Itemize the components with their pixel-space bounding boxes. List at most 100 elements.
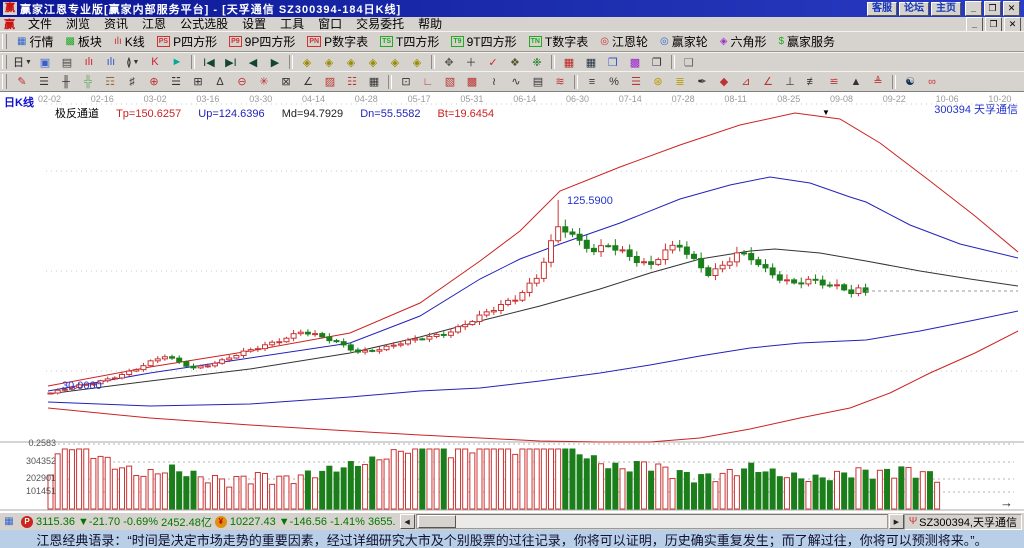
draw-peak-icon[interactable]: ▲ — [845, 73, 867, 91]
bar-chart-blue-icon[interactable]: ılı — [100, 53, 122, 71]
menu-item-4[interactable]: 江恩 — [142, 17, 167, 31]
titlebar-link-2[interactable]: 论坛 — [899, 1, 929, 16]
notes-icon[interactable]: ❒ — [602, 53, 624, 71]
period-day-button[interactable]: 日 ▼ — [11, 53, 34, 71]
restore-button[interactable]: ❐ — [984, 1, 1001, 16]
kline-button[interactable]: ılı K线 — [108, 31, 151, 52]
titlebar-link-3[interactable]: 主页 — [931, 1, 961, 16]
draw-grid-icon[interactable]: ╫ — [55, 73, 77, 91]
infinity-icon[interactable]: ∞ — [921, 73, 943, 91]
draw-percent-lines-icon[interactable]: ☰ — [625, 73, 647, 91]
draw-circle-icon[interactable]: ⊕ — [143, 73, 165, 91]
draw-shade2-icon[interactable]: ▩ — [461, 73, 483, 91]
zoom-tool-2-icon[interactable]: ◈ — [318, 53, 340, 71]
star-tool-icon[interactable]: ❉ — [526, 53, 548, 71]
menu-item-8[interactable]: 窗口 — [318, 17, 343, 31]
gann-wheel-button[interactable]: ◎ 江恩轮 — [594, 31, 654, 52]
scroll-right-hint[interactable]: → — [1000, 495, 1013, 510]
pattern-tool-icon[interactable]: ❖ — [504, 53, 526, 71]
zoom-tool-1-icon[interactable]: ◈ — [296, 53, 318, 71]
menu-item-1[interactable]: 文件 — [28, 17, 53, 31]
hexagon-button[interactable]: ◈ 六角形 — [714, 31, 773, 52]
menu-item-10[interactable]: 帮助 — [418, 17, 443, 31]
next-page-icon[interactable]: ▶ — [264, 53, 286, 71]
draw-channel-icon[interactable]: ≢ — [801, 73, 823, 91]
minimize-button[interactable]: _ — [965, 1, 982, 16]
menu-item-6[interactable]: 设置 — [242, 17, 267, 31]
draw-mesh-icon[interactable]: ▦ — [363, 73, 385, 91]
9t-square-button[interactable]: T9 9T四方形 — [445, 31, 522, 52]
draw-square-icon[interactable]: ⊞ — [187, 73, 209, 91]
draw-hash-icon[interactable]: ♯ — [121, 73, 143, 91]
draw-gold-levels-icon[interactable]: ≣ — [669, 73, 691, 91]
draw-perp-icon[interactable]: ⊥ — [779, 73, 801, 91]
taichi-icon[interactable]: ☯ — [899, 73, 921, 91]
draw-angle-icon[interactable]: ∠ — [297, 73, 319, 91]
draw-bands-icon[interactable]: ☱ — [165, 73, 187, 91]
draw-gann-angle-icon[interactable]: ∠ — [757, 73, 779, 91]
titlebar-link-1[interactable]: 客服 — [867, 1, 897, 16]
crosshair-tool-icon[interactable]: ＋ — [460, 53, 482, 71]
check-tool-icon[interactable]: ✓ — [482, 53, 504, 71]
zoom-tool-6-icon[interactable]: ◈ — [406, 53, 428, 71]
candle-width-button[interactable]: ≬ ▼ — [122, 53, 144, 71]
draw-frame-icon[interactable]: ⊡ — [395, 73, 417, 91]
draw-box-icon[interactable]: ⊠ — [275, 73, 297, 91]
bar-chart-red-icon[interactable]: ılı — [78, 53, 100, 71]
hscroll-left-button[interactable]: ◀ — [399, 514, 415, 529]
pan-tool-icon[interactable]: ✥ — [438, 53, 460, 71]
kline-mark-icon[interactable]: K — [144, 53, 166, 71]
hscroll-thumb[interactable] — [417, 515, 456, 528]
draw-wedge-icon[interactable]: ⊿ — [735, 73, 757, 91]
draw-percent-icon[interactable]: % — [603, 73, 625, 91]
info-panel-icon[interactable]: ▤ — [56, 53, 78, 71]
child-restore-button[interactable]: ❐ — [985, 16, 1002, 32]
winner-wheel-button[interactable]: ◎ 赢家轮 — [654, 31, 714, 52]
menu-item-2[interactable]: 浏览 — [66, 17, 91, 31]
child-minimize-button[interactable]: _ — [966, 16, 983, 32]
draw-diamond-icon[interactable]: ◆ — [713, 73, 735, 91]
hscroll-track[interactable] — [415, 514, 888, 529]
market-button[interactable]: ▦ 行情 — [11, 31, 59, 52]
draw-wave-icon[interactable]: ≀ — [483, 73, 505, 91]
draw-shade-icon[interactable]: ▧ — [439, 73, 461, 91]
draw-parallel-icon[interactable]: ≌ — [823, 73, 845, 91]
t-table-button[interactable]: TN T数字表 — [523, 31, 595, 52]
save-icon[interactable]: ▩ — [624, 53, 646, 71]
draw-star-icon[interactable]: ✳ — [253, 73, 275, 91]
draw-gold-circle-icon[interactable]: ⊛ — [647, 73, 669, 91]
draw-triangle-icon[interactable]: ∆ — [209, 73, 231, 91]
calendar-icon[interactable]: ▦ — [558, 53, 580, 71]
monitor-icon[interactable]: ❐ — [646, 53, 668, 71]
draw-ink-icon[interactable]: ✒ — [691, 73, 713, 91]
zoom-tool-4-icon[interactable]: ◈ — [362, 53, 384, 71]
draw-fan-icon[interactable]: ☶ — [99, 73, 121, 91]
sector-button[interactable]: ▩ 板块 — [59, 31, 107, 52]
prev-page-icon[interactable]: ◀ — [242, 53, 264, 71]
zoom-tool-5-icon[interactable]: ◈ — [384, 53, 406, 71]
hscroll-right-button[interactable]: ▶ — [888, 514, 904, 529]
menu-item-9[interactable]: 交易委托 — [356, 17, 405, 31]
draw-levels-icon[interactable]: ≡ — [581, 73, 603, 91]
draw-ellipse-icon[interactable]: ⊖ — [231, 73, 253, 91]
draw-grid2-icon[interactable]: ╬ — [77, 73, 99, 91]
zoom-tool-3-icon[interactable]: ◈ — [340, 53, 362, 71]
menu-item-7[interactable]: 工具 — [280, 17, 305, 31]
service-button[interactable]: $ 赢家服务 — [772, 31, 841, 52]
draw-delta-icon[interactable]: ≜ — [867, 73, 889, 91]
window-layout-icon[interactable]: ▣ — [34, 53, 56, 71]
draw-web2-icon[interactable]: ☷ — [341, 73, 363, 91]
draw-web-icon[interactable]: ▨ — [319, 73, 341, 91]
p-table-button[interactable]: PN P数字表 — [301, 31, 374, 52]
draw-rays-icon[interactable]: ∟ — [417, 73, 439, 91]
menu-item-5[interactable]: 公式选股 — [180, 17, 229, 31]
t-square-button[interactable]: TS T四方形 — [374, 31, 445, 52]
menu-item-3[interactable]: 资讯 — [104, 17, 129, 31]
play-flag-icon[interactable]: ► — [166, 53, 188, 71]
child-close-button[interactable]: ✕ — [1004, 16, 1021, 32]
p-square-button[interactable]: PS P四方形 — [151, 31, 223, 52]
draw-pen-icon[interactable]: ✎ — [11, 73, 33, 91]
draw-hlines-icon[interactable]: ☰ — [33, 73, 55, 91]
export-icon[interactable]: ❏ — [678, 53, 700, 71]
draw-waves-icon[interactable]: ≋ — [549, 73, 571, 91]
